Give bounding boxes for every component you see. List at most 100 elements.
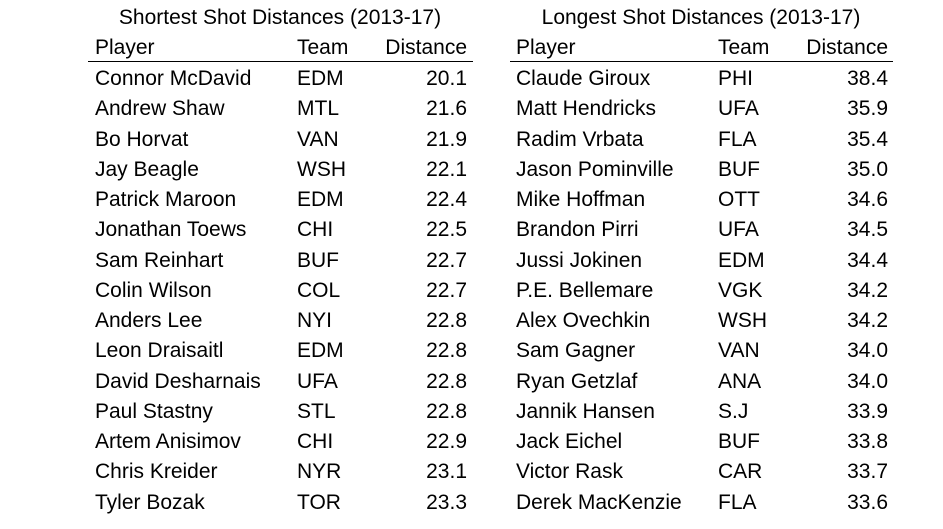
player-name: Victor Rask	[516, 460, 623, 484]
distance: 34.6	[847, 188, 888, 211]
distance: 38.4	[847, 67, 888, 90]
distance: 22.4	[426, 188, 467, 211]
player-name: Jannik Hansen	[516, 399, 655, 423]
player-name: Ryan Getzlaf	[516, 369, 638, 393]
team: FLA	[718, 490, 757, 514]
team: TOR	[297, 490, 341, 514]
player-name: Jonathan Toews	[95, 218, 247, 242]
team: PHI	[718, 67, 754, 90]
team: VAN	[718, 339, 760, 363]
player-name: Alex Ovechkin	[516, 309, 651, 332]
team: BUF	[718, 157, 760, 181]
distance: 22.8	[426, 309, 467, 332]
player-name: Brandon Pirri	[516, 218, 639, 242]
column-header: Team	[297, 36, 349, 59]
player-name: Claude Giroux	[516, 67, 651, 90]
team: EDM	[297, 339, 344, 363]
distance: 20.1	[426, 67, 467, 90]
player-name: Patrick Maroon	[95, 188, 237, 211]
player-name: Jack Eichel	[516, 430, 623, 453]
team: BUF	[718, 430, 760, 453]
team: EDM	[297, 67, 344, 90]
distance: 34.0	[847, 369, 888, 393]
player-name: Jason Pominville	[516, 157, 674, 181]
distance: 22.8	[426, 339, 467, 363]
distance: 34.2	[847, 278, 888, 302]
header-rule	[88, 61, 473, 62]
team: NYI	[297, 309, 333, 332]
player-name: Paul Stastny	[95, 399, 213, 423]
player-name: Mike Hoffman	[516, 188, 646, 211]
distance: 34.0	[847, 339, 888, 363]
player-name: Leon Draisaitl	[95, 339, 224, 363]
player-name: David Desharnais	[95, 369, 261, 393]
player-name: Bo Horvat	[95, 127, 189, 151]
column-header: Player	[516, 36, 576, 59]
team: UFA	[718, 97, 759, 121]
team: ANA	[718, 369, 762, 393]
team: UFA	[297, 369, 338, 393]
player-name: Artem Anisimov	[95, 430, 241, 453]
team: OTT	[718, 188, 760, 211]
distance: 35.0	[847, 157, 888, 181]
player-name: Tyler Bozak	[95, 490, 205, 514]
player-name: Connor McDavid	[95, 67, 252, 90]
column-header: Player	[95, 36, 155, 59]
player-name: Jussi Jokinen	[516, 248, 643, 272]
distance: 23.1	[426, 460, 467, 484]
distance: 22.9	[426, 430, 467, 453]
table-title: Longest Shot Distances (2013-17)	[541, 6, 861, 29]
column-header: Distance	[806, 36, 888, 59]
team: UFA	[718, 218, 759, 242]
distance: 34.4	[847, 248, 888, 272]
column-header: Team	[718, 36, 770, 59]
team: NYR	[297, 460, 342, 484]
distance: 23.3	[426, 490, 467, 514]
team: VGK	[718, 278, 763, 302]
distance: 33.9	[847, 399, 888, 423]
distance: 21.6	[426, 97, 467, 121]
team: BUF	[297, 248, 339, 272]
player-name: Matt Hendricks	[516, 97, 657, 121]
team: CHI	[297, 218, 334, 242]
distance: 22.1	[426, 157, 467, 181]
team: WSH	[718, 309, 767, 332]
distance: 34.2	[847, 309, 888, 332]
team: WSH	[297, 157, 346, 181]
player-name: Jay Beagle	[95, 157, 199, 181]
distance: 33.7	[847, 460, 888, 484]
header-rule	[510, 61, 893, 62]
distance: 33.6	[847, 490, 888, 514]
team: CAR	[718, 460, 763, 484]
team: S.J	[718, 399, 749, 423]
distance: 33.8	[847, 430, 888, 453]
team: COL	[297, 278, 341, 302]
player-name: Chris Kreider	[95, 460, 218, 484]
team: EDM	[718, 248, 765, 272]
player-name: Andrew Shaw	[95, 97, 225, 121]
player-name: Anders Lee	[95, 309, 203, 332]
distance: 35.4	[847, 127, 888, 151]
distance: 34.5	[847, 218, 888, 242]
player-name: Sam Reinhart	[95, 248, 224, 272]
distance: 22.7	[426, 278, 467, 302]
distance: 35.9	[847, 97, 888, 121]
distance: 22.7	[426, 248, 467, 272]
team: CHI	[297, 430, 334, 453]
player-name: P.E. Bellemare	[516, 278, 654, 302]
distance: 22.5	[426, 218, 467, 242]
team: STL	[297, 399, 336, 423]
player-name: Sam Gagner	[516, 339, 636, 363]
table-title: Shortest Shot Distances (2013-17)	[118, 6, 442, 29]
player-name: Radim Vrbata	[516, 127, 644, 151]
team: VAN	[297, 127, 339, 151]
player-name: Derek MacKenzie	[516, 490, 682, 514]
team: FLA	[718, 127, 757, 151]
distance: 22.8	[426, 399, 467, 423]
team: MTL	[297, 97, 339, 121]
column-header: Distance	[385, 36, 467, 59]
distance: 22.8	[426, 369, 467, 393]
distance: 21.9	[426, 127, 467, 151]
team: EDM	[297, 188, 344, 211]
